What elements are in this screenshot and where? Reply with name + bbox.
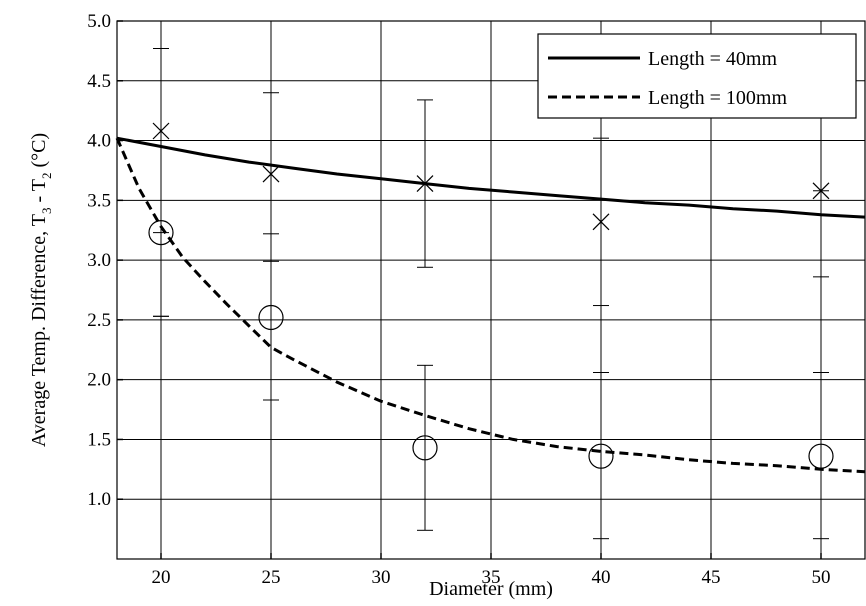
x-tick-label: 35 xyxy=(482,567,501,588)
fit-curve-length-40mm xyxy=(116,136,866,219)
data-point-length-40mm xyxy=(152,122,170,140)
y-tick-label: 3.0 xyxy=(87,250,111,271)
y-tick-label: 2.0 xyxy=(87,370,111,391)
x-axis-label: Diameter (mm) xyxy=(429,578,553,600)
legend-label-length-40mm: Length = 40mm xyxy=(648,48,777,70)
x-tick-label: 45 xyxy=(702,567,721,588)
y-tick-label: 2.5 xyxy=(87,310,111,331)
x-tick-label: 50 xyxy=(812,567,831,588)
x-tick-label: 40 xyxy=(592,567,611,588)
y-tick-label: 1.0 xyxy=(87,489,111,510)
y-tick-label: 1.5 xyxy=(87,429,111,450)
x-tick-label: 20 xyxy=(152,567,171,588)
data-point-length-40mm xyxy=(812,182,830,200)
legend: Length = 40mm Length = 100mm xyxy=(537,33,857,119)
fit-curve-length-100mm xyxy=(115,137,866,474)
data-point-length-40mm xyxy=(262,165,280,183)
plot-series xyxy=(115,47,866,540)
data-point-length-40mm xyxy=(416,175,434,193)
legend-box xyxy=(537,33,857,119)
data-point-length-40mm xyxy=(592,213,610,231)
x-tick-label: 25 xyxy=(262,567,281,588)
y-axis-label: Average Temp. Difference, T3 - T2 (°C) xyxy=(28,133,54,447)
data-point-length-100mm xyxy=(588,443,614,469)
data-point-length-100mm xyxy=(148,220,174,246)
y-tick-label: 3.5 xyxy=(87,190,111,211)
data-point-length-100mm xyxy=(412,435,438,461)
data-point-length-100mm xyxy=(808,443,834,469)
y-tick-label: 5.0 xyxy=(87,11,111,32)
y-tick-label: 4.5 xyxy=(87,71,111,92)
tick-labels: 20 25 30 35 40 45 50 1.0 1.5 2.0 2.5 3.0 3.5 4.0 4.5 5.… xyxy=(87,11,830,588)
x-tick-label: 30 xyxy=(372,567,391,588)
y-tick-label: 4.0 xyxy=(87,131,111,152)
legend-label-length-100mm: Length = 100mm xyxy=(648,87,787,109)
data-point-length-100mm xyxy=(258,304,284,331)
